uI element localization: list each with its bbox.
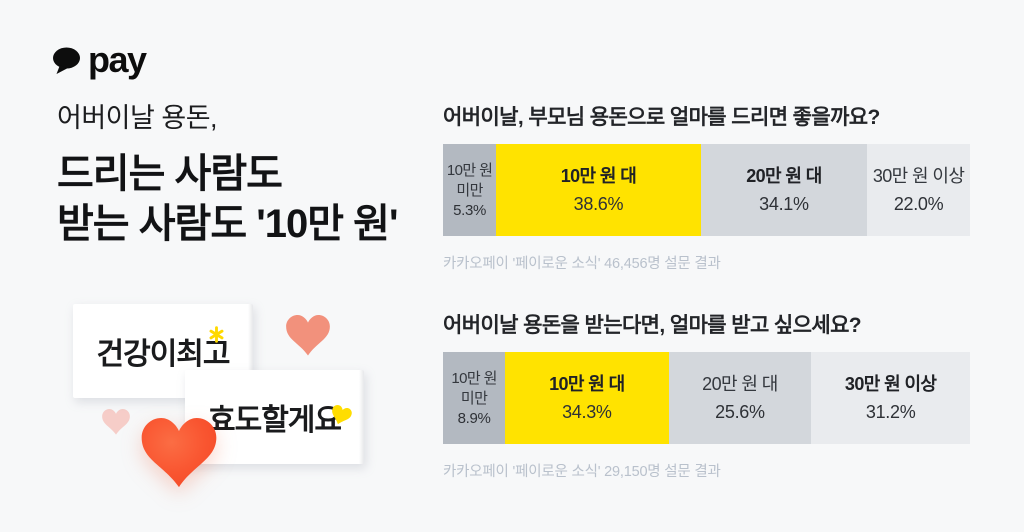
segment-label: 10만 원 미만 bbox=[446, 162, 493, 199]
headline-block: 어버이날 용돈, 드리는 사람도 받는 사람도 '10만 원' bbox=[57, 96, 457, 249]
segment-value: 31.2% bbox=[865, 401, 916, 422]
message-card-health: 건강이최고 bbox=[73, 304, 253, 398]
logo-wordmark: pay bbox=[88, 39, 147, 80]
red-heart-icon bbox=[141, 418, 217, 493]
segment-value: 38.6% bbox=[573, 193, 624, 214]
chart-source-caption: 카카오페이 '페이로운 소식' 46,456명 설문 결과 bbox=[443, 256, 721, 272]
sparkle-icon bbox=[208, 326, 225, 348]
segment-value: 34.1% bbox=[759, 193, 809, 214]
bar-segment: 20만 원 대 25.6% bbox=[668, 352, 812, 444]
segment-value: 25.6% bbox=[715, 401, 765, 422]
segment-value: 8.9% bbox=[457, 410, 491, 427]
chart-receive-allowance: 어버이날 용돈을 받는다면, 얼마를 받고 싶으세요? 10만 원 미만 8.9%… bbox=[443, 309, 970, 481]
kakaopay-logo: pay bbox=[52, 39, 147, 81]
headline-eyebrow: 어버이날 용돈, bbox=[57, 103, 218, 133]
charts-panel: 어버이날, 부모님 용돈으로 얼마를 드리면 좋을까요? 10만 원 미만 5.3… bbox=[443, 101, 970, 481]
segment-value: 5.3% bbox=[453, 202, 487, 219]
segment-label: 10만 원 대 bbox=[560, 166, 637, 187]
chart-give-allowance: 어버이날, 부모님 용돈으로 얼마를 드리면 좋을까요? 10만 원 미만 5.3… bbox=[443, 101, 970, 273]
bar-segment: 10만 원 미만 8.9% bbox=[443, 352, 506, 444]
stacked-bar-receive: 10만 원 미만 8.9% 10만 원 대 34.3% 20만 원 대 25.6% 30만 … bbox=[443, 352, 970, 444]
segment-label: 20만 원 대 bbox=[746, 166, 822, 187]
bar-segment: 20만 원 대 34.1% bbox=[700, 144, 868, 236]
bar-segment: 30만 원 이상 22.0% bbox=[867, 144, 970, 236]
chart-title: 어버이날 용돈을 받는다면, 얼마를 받고 싶으세요? bbox=[443, 314, 862, 337]
bar-segment: 10만 원 대 38.6% bbox=[496, 144, 701, 236]
card-text: 건강이최고 bbox=[96, 338, 231, 371]
stacked-bar-give: 10만 원 미만 5.3% 10만 원 대 38.6% 20만 원 대 34.1% 30만 … bbox=[443, 144, 970, 236]
segment-label: 30만 원 이상 bbox=[844, 374, 937, 395]
salmon-heart-icon bbox=[286, 315, 330, 361]
bar-segment: 10만 원 대 34.3% bbox=[505, 352, 669, 444]
headline-line1: 드리는 사람도 bbox=[57, 152, 283, 196]
segment-value: 34.3% bbox=[562, 401, 612, 422]
pink-heart-icon bbox=[102, 409, 130, 440]
segment-label: 20만 원 대 bbox=[702, 374, 778, 395]
segment-value: 22.0% bbox=[893, 193, 944, 214]
segment-label: 10만 원 대 bbox=[549, 374, 625, 395]
segment-label: 10만 원 미만 bbox=[451, 370, 497, 407]
card-text: 효도할게요 bbox=[208, 404, 342, 437]
chart-source-caption: 카카오페이 '페이로운 소식' 29,150명 설문 결과 bbox=[443, 464, 721, 480]
chart-title: 어버이날, 부모님 용돈으로 얼마를 드리면 좋을까요? bbox=[443, 106, 880, 129]
message-card-filial: 효도할게요 bbox=[185, 370, 364, 464]
bar-segment: 10만 원 미만 5.3% bbox=[443, 144, 497, 236]
segment-label: 30만 원 이상 bbox=[872, 166, 965, 187]
bar-segment: 30만 원 이상 31.2% bbox=[811, 352, 970, 444]
headline-line2: 받는 사람도 '10만 원' bbox=[57, 202, 398, 246]
yellow-heart-icon bbox=[327, 403, 353, 432]
speech-bubble-icon bbox=[52, 47, 82, 80]
